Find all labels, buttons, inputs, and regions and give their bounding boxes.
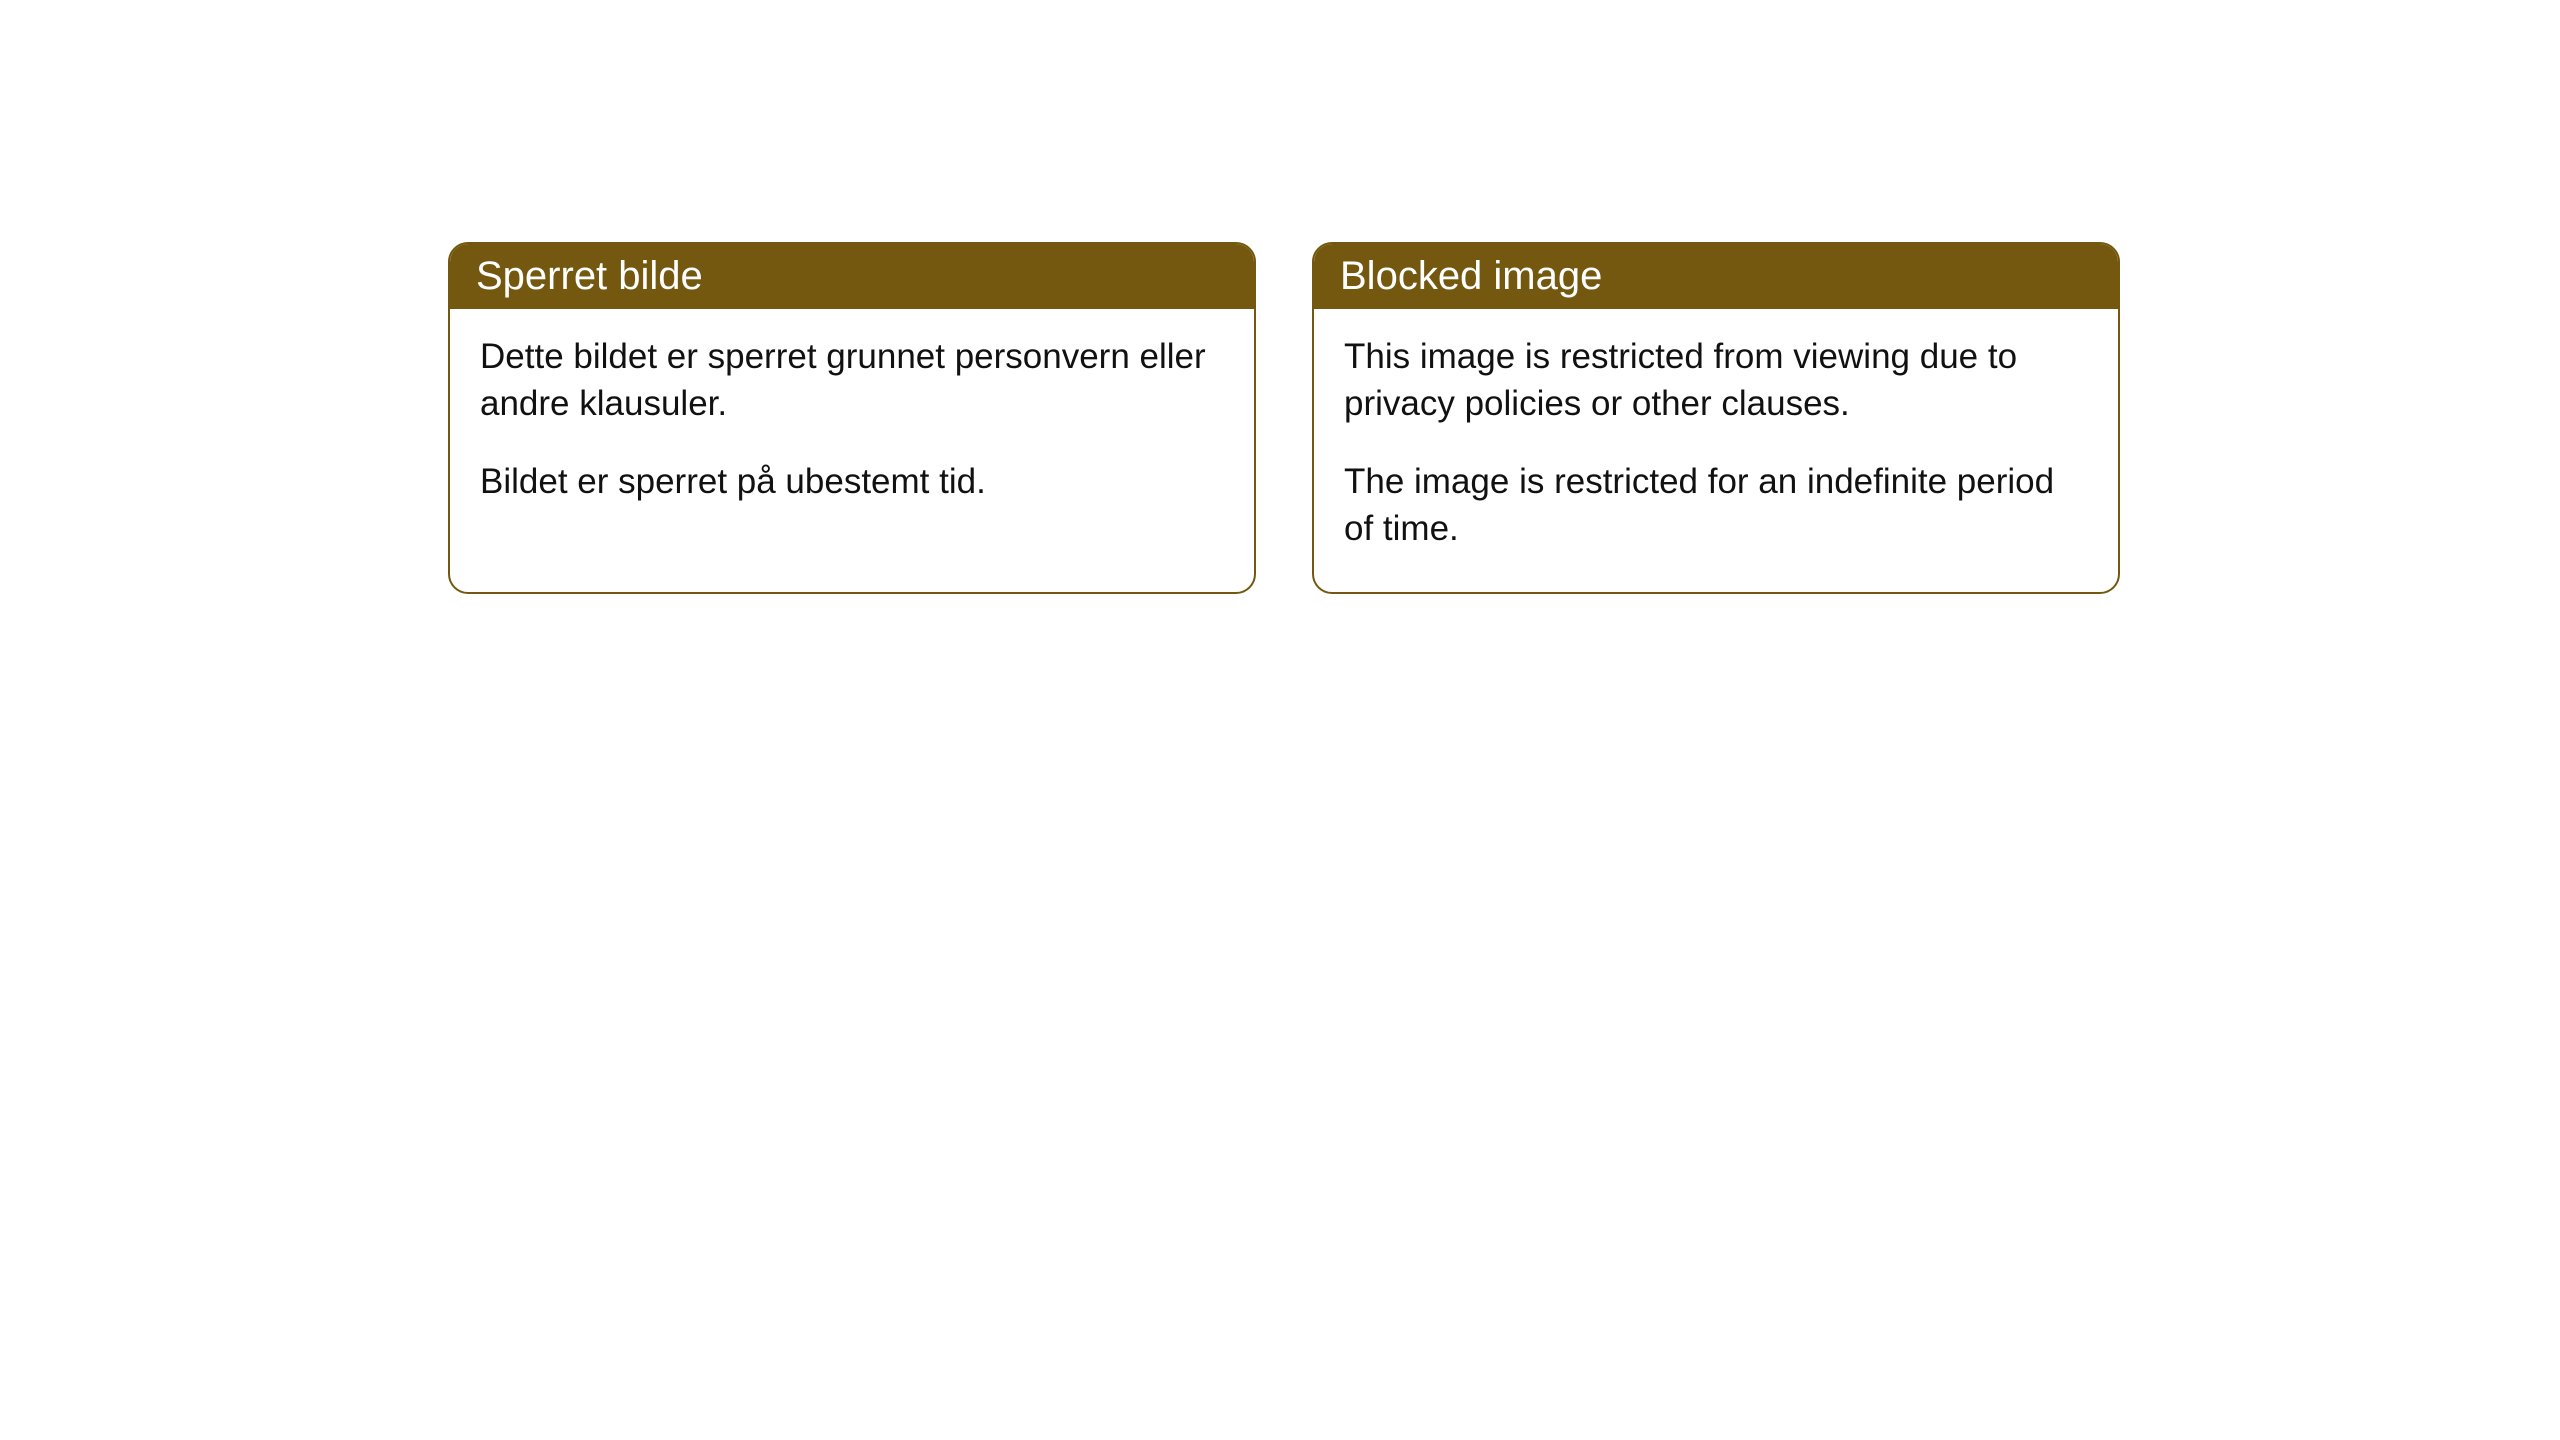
blocked-image-card-no: Sperret bilde Dette bildet er sperret gr… [448,242,1256,594]
card-paragraph-1-no: Dette bildet er sperret grunnet personve… [480,333,1224,428]
card-body-no: Dette bildet er sperret grunnet personve… [450,309,1254,545]
cards-container: Sperret bilde Dette bildet er sperret gr… [0,0,2560,594]
blocked-image-card-en: Blocked image This image is restricted f… [1312,242,2120,594]
card-header-no: Sperret bilde [450,244,1254,309]
card-paragraph-2-no: Bildet er sperret på ubestemt tid. [480,458,1224,505]
card-header-en: Blocked image [1314,244,2118,309]
card-paragraph-2-en: The image is restricted for an indefinit… [1344,458,2088,553]
card-paragraph-1-en: This image is restricted from viewing du… [1344,333,2088,428]
card-body-en: This image is restricted from viewing du… [1314,309,2118,592]
